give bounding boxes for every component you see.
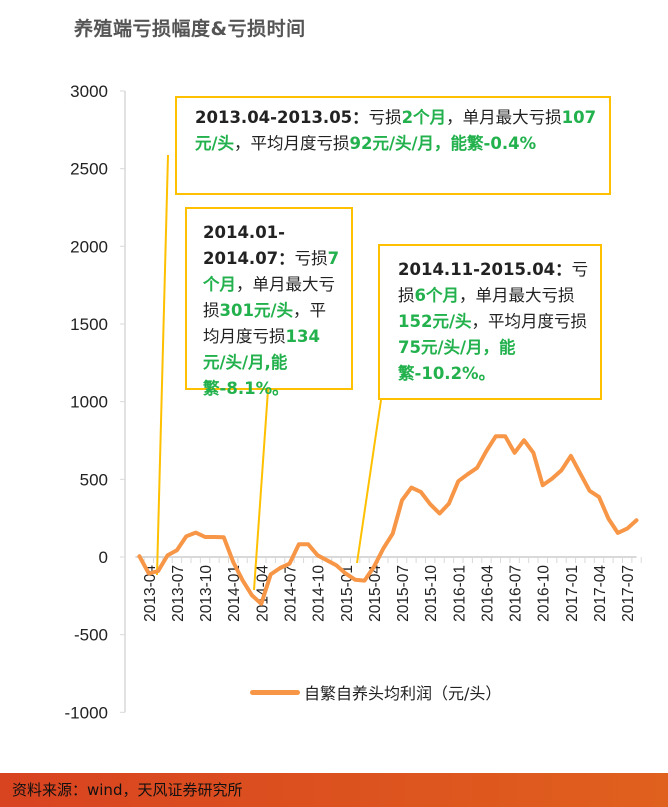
annotation-text: 6个月 [414, 286, 459, 305]
x-tick-label: 2014-01 [226, 565, 243, 622]
x-tick-label: 2017-07 [620, 565, 637, 622]
x-tick-label: 2015-07 [395, 565, 412, 622]
legend-swatch [250, 689, 300, 695]
x-tick-label: 2013-04 [142, 565, 159, 622]
annotation-text: 107元/头 [195, 108, 597, 153]
annotation-text: 75元/头/月，能繁-10.2%。 [398, 338, 516, 383]
annotation-text: ，单月最大亏损 [446, 108, 562, 127]
x-tick-label: 2017-04 [592, 565, 609, 622]
x-tick-label: 2015-04 [367, 565, 384, 622]
x-tick-label: 2016-01 [451, 565, 468, 622]
y-tick-label: 1500 [70, 315, 108, 334]
x-tick-label: 2016-04 [479, 565, 496, 622]
annotation-text: 92元/头/月，能繁-0.4% [349, 134, 537, 153]
annotation-connector [156, 154, 169, 576]
annotation-text: 2个月 [401, 108, 447, 127]
annotation-text: 亏损 [368, 108, 402, 127]
series-line [137, 434, 639, 606]
x-tick-label: 2016-07 [508, 565, 525, 622]
annotation-text: 152元/头 [398, 312, 472, 331]
annotation-text: ，平均月度亏损 [234, 134, 350, 153]
chart-title: 养殖端亏损幅度&亏损时间 [74, 18, 306, 40]
annotation-connector [253, 389, 269, 591]
y-tick-label: -1000 [65, 703, 108, 722]
annotation-text: 亏损 [294, 249, 328, 268]
annotation-text: 2013.04-2013.05： [195, 108, 369, 127]
annotation-text: 301元/头 [219, 301, 293, 320]
y-tick-label: 1000 [70, 393, 108, 412]
annotation-text: ，单月最大亏损 [458, 286, 575, 305]
x-tick-label: 2014-10 [311, 565, 328, 622]
annotation-text: 7个月 [203, 249, 340, 294]
annotation-text: ，单月最大亏损 [203, 275, 335, 320]
annotation-box-2013: 2013.04-2013.05：亏损2个月，单月最大亏损107元/头，平均月度亏… [175, 96, 611, 195]
source-footer: 资料来源：wind，天风证券研究所 [0, 773, 668, 807]
y-tick-label: 2000 [70, 237, 108, 256]
annotation-text: ，平均月度亏损 [471, 312, 587, 331]
annotation-text: 2014.11-2015.04： [398, 260, 572, 279]
annotation-box-2015: 2014.11-2015.04：亏损6个月，单月最大亏损 152元/头，平均月度亏… [378, 244, 602, 400]
y-tick-label: 3000 [70, 82, 108, 101]
x-tick-label: 2015-10 [423, 565, 440, 622]
annotation-text: 134元/头/月,能繁-8.1%。 [203, 327, 320, 398]
y-tick-label: 0 [99, 548, 108, 567]
legend: 自繁自养头均利润（元/头） [250, 680, 501, 704]
y-tick-label: 2500 [70, 160, 108, 179]
y-tick-label: 500 [80, 470, 108, 489]
x-tick-label: 2014-07 [282, 565, 299, 622]
x-tick-label: 2013-07 [170, 565, 187, 622]
y-tick-label: -500 [74, 626, 108, 645]
annotation-text: 亏损 [398, 260, 589, 305]
annotation-box-2014: 2014.01-2014.07：亏损7个月，单月最大亏损301元/头，平均月度亏… [185, 207, 353, 398]
annotation-connector [356, 399, 382, 564]
annotation-text: 2014.01-2014.07： [203, 223, 295, 268]
x-tick-label: 2016-10 [536, 565, 553, 622]
legend-label: 自繁自养头均利润（元/头） [304, 684, 502, 703]
x-tick-label: 2013-10 [198, 565, 215, 622]
annotation-text: ，平均月度亏损 [203, 301, 326, 346]
x-tick-label: 2017-01 [564, 565, 581, 622]
